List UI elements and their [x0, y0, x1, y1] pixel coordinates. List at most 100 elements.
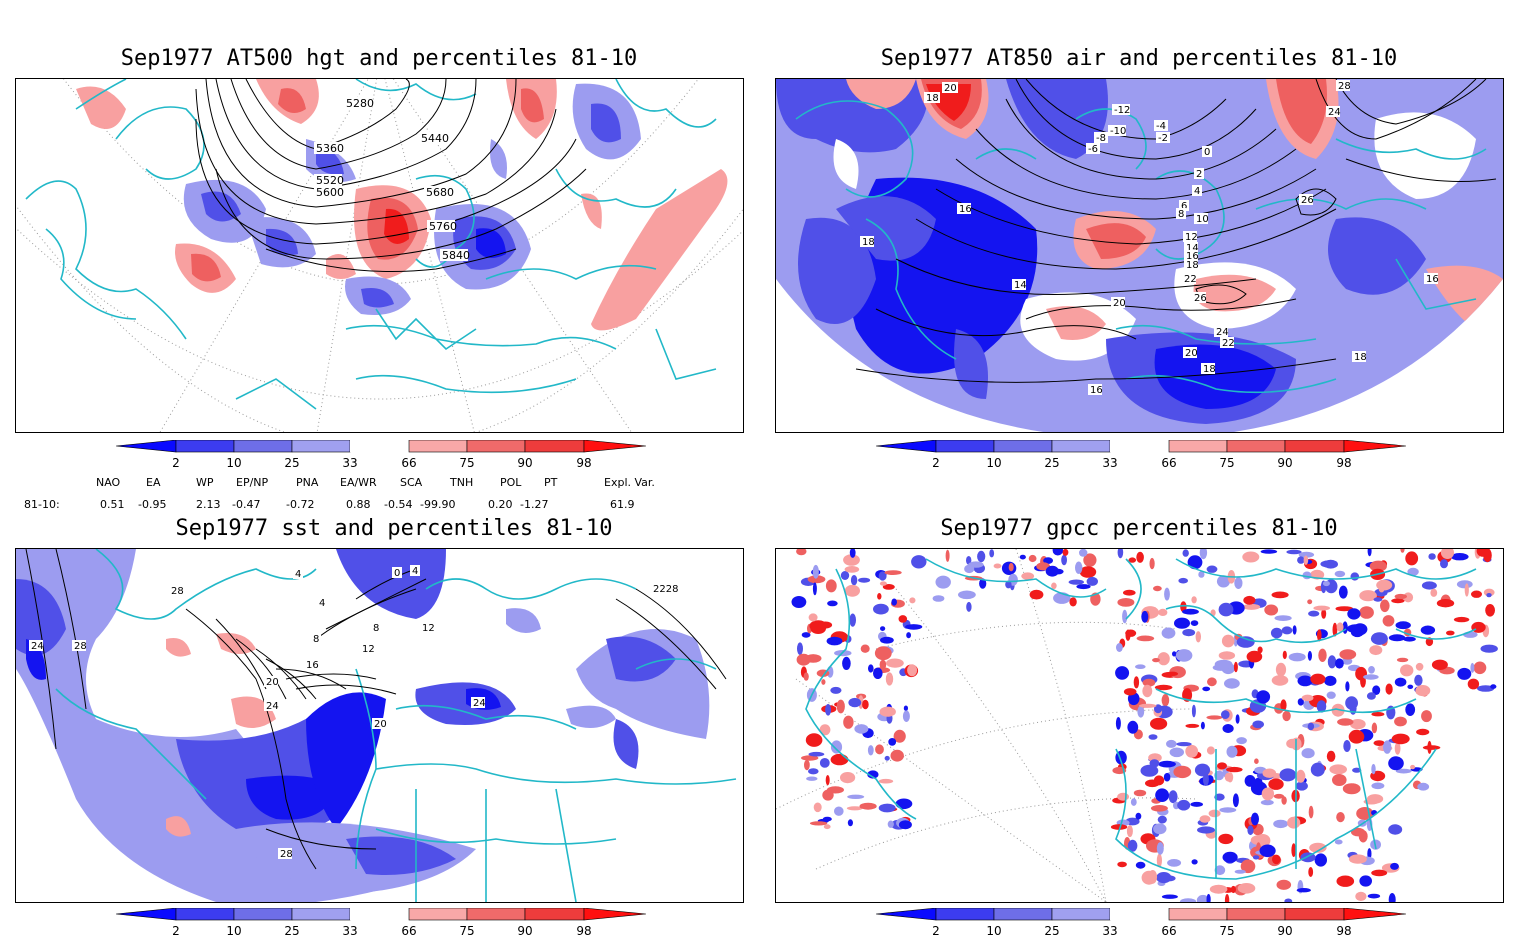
colorbar-label: 66	[401, 924, 417, 938]
colorbar-segment	[116, 440, 177, 453]
precip-anomaly-blob	[1336, 875, 1355, 887]
colorbar-segment	[1343, 440, 1406, 453]
precip-anomaly-blob	[846, 806, 863, 811]
colorbar-segment	[1168, 440, 1228, 453]
precip-anomaly-blob	[1303, 555, 1309, 565]
precip-anomaly-blob	[1316, 700, 1327, 713]
precip-anomaly-blob	[1271, 591, 1289, 599]
contour-label: -10	[1110, 126, 1126, 137]
precip-anomaly-blob	[1252, 720, 1264, 729]
index-header: EA	[146, 476, 161, 489]
precip-anomaly-blob	[1156, 842, 1164, 855]
precip-anomaly-blob	[1273, 819, 1288, 829]
precip-anomaly-blob	[884, 570, 902, 575]
precip-anomaly-blob	[844, 584, 860, 597]
contour-label: 18	[1203, 364, 1216, 375]
precip-anomaly-blob	[1456, 580, 1473, 589]
precip-anomaly-blob	[836, 699, 845, 714]
colorbar-segment	[233, 908, 293, 921]
colorbar-label: 66	[1161, 924, 1177, 938]
colorbar-label: 75	[459, 924, 475, 938]
colorbar-svg	[876, 440, 1406, 453]
precip-anomaly-blob	[1185, 744, 1199, 758]
precip-anomaly-blob	[1222, 724, 1234, 733]
precip-anomaly-blob	[1127, 720, 1139, 734]
precip-anomaly-blob	[1470, 662, 1475, 673]
precip-anomaly-blob	[1115, 717, 1121, 730]
precip-anomaly-blob	[1178, 577, 1188, 584]
precip-anomaly-blob	[1230, 885, 1236, 894]
precip-anomaly-blob	[1318, 648, 1327, 662]
precip-anomaly-blob	[1288, 652, 1306, 662]
precip-anomaly-blob	[1214, 659, 1233, 669]
precip-anomaly-blob	[1349, 719, 1366, 730]
precip-anomaly-blob	[1297, 556, 1305, 564]
colorbar-label: 25	[1044, 924, 1060, 938]
index-value: 2.13	[196, 498, 221, 511]
precip-anomaly-blob	[1307, 722, 1315, 731]
contour-label: 6	[1181, 201, 1187, 212]
colorbar-label: 66	[401, 456, 417, 470]
precip-anomaly-blob	[819, 724, 831, 736]
map-hgt500-svg: 5280 5360 5440 5520 5600 5680 5760 5840	[16, 79, 743, 432]
index-header: Expl. Var.	[604, 476, 655, 489]
precip-anomaly-blob	[1430, 588, 1438, 597]
precip-anomaly-blob	[1075, 561, 1083, 574]
precip-anomaly-blob	[844, 566, 860, 573]
precip-anomaly-blob	[849, 549, 856, 558]
precip-anomaly-blob	[1394, 593, 1407, 600]
precip-anomaly-blob	[1274, 615, 1292, 621]
precip-anomaly-blob	[1467, 678, 1480, 690]
precip-anomaly-blob	[888, 738, 897, 746]
precip-anomaly-blob	[1336, 622, 1344, 632]
colorbar-segment	[1284, 440, 1345, 453]
colorbar-label: 33	[1102, 924, 1118, 938]
colorbar-segment	[1226, 440, 1286, 453]
colorbar-label: 90	[1277, 924, 1293, 938]
precip-anomaly-blob	[808, 768, 819, 775]
precip-anomaly-blob	[1254, 758, 1259, 764]
contour-label: 10	[1196, 214, 1209, 225]
precip-anomaly-blob	[1045, 565, 1059, 577]
precip-anomaly-blob	[1206, 746, 1215, 755]
colorbar-label: 33	[342, 456, 358, 470]
contour-label: 22	[1184, 274, 1197, 285]
precip-anomaly-blob	[1174, 617, 1190, 629]
precip-anomaly-blob	[1273, 793, 1285, 799]
precip-anomaly-blob	[1371, 782, 1385, 790]
precip-anomaly-blob	[964, 564, 975, 574]
precip-anomaly-blob	[1202, 772, 1209, 786]
precip-anomaly-blob	[1326, 750, 1336, 762]
precip-anomaly-blob	[1394, 677, 1407, 687]
precip-anomaly-blob	[1224, 772, 1232, 782]
colorbar-segment	[583, 440, 646, 453]
contour-label: 16	[306, 660, 319, 671]
precip-anomaly-blob	[1139, 703, 1157, 708]
precip-anomaly-blob	[1417, 782, 1430, 791]
precip-anomaly-blob	[1388, 756, 1404, 771]
colorbar-label: 90	[517, 456, 533, 470]
precip-anomaly-blob	[1154, 684, 1173, 691]
colorbar-label: 66	[1161, 456, 1177, 470]
precip-anomaly-blob	[932, 595, 945, 602]
precip-anomaly-blob	[1276, 879, 1292, 890]
precip-anomaly-blob	[796, 549, 807, 556]
contour-label: 18	[926, 93, 939, 104]
precip-anomaly-blob	[902, 710, 910, 722]
precip-anomaly-blob	[1156, 872, 1172, 884]
precip-anomaly-blob	[1028, 554, 1037, 563]
precip-anomaly-blob	[1173, 765, 1192, 779]
precip-anomaly-blob	[1133, 789, 1147, 797]
precip-anomaly-blob	[1327, 655, 1337, 669]
precip-anomaly-blob	[1282, 710, 1291, 722]
precip-anomaly-blob	[825, 775, 830, 786]
precip-anomaly-blob	[1246, 650, 1263, 663]
precip-anomaly-blob	[1196, 894, 1210, 902]
colorbar-label: 25	[1044, 456, 1060, 470]
precip-anomaly-blob	[825, 579, 837, 593]
colorbar-svg	[876, 908, 1406, 921]
precip-anomaly-blob	[1371, 763, 1376, 775]
index-value: 0.51	[100, 498, 125, 511]
precip-anomaly-blob	[1420, 625, 1436, 635]
colorbar-label: 10	[226, 456, 242, 470]
